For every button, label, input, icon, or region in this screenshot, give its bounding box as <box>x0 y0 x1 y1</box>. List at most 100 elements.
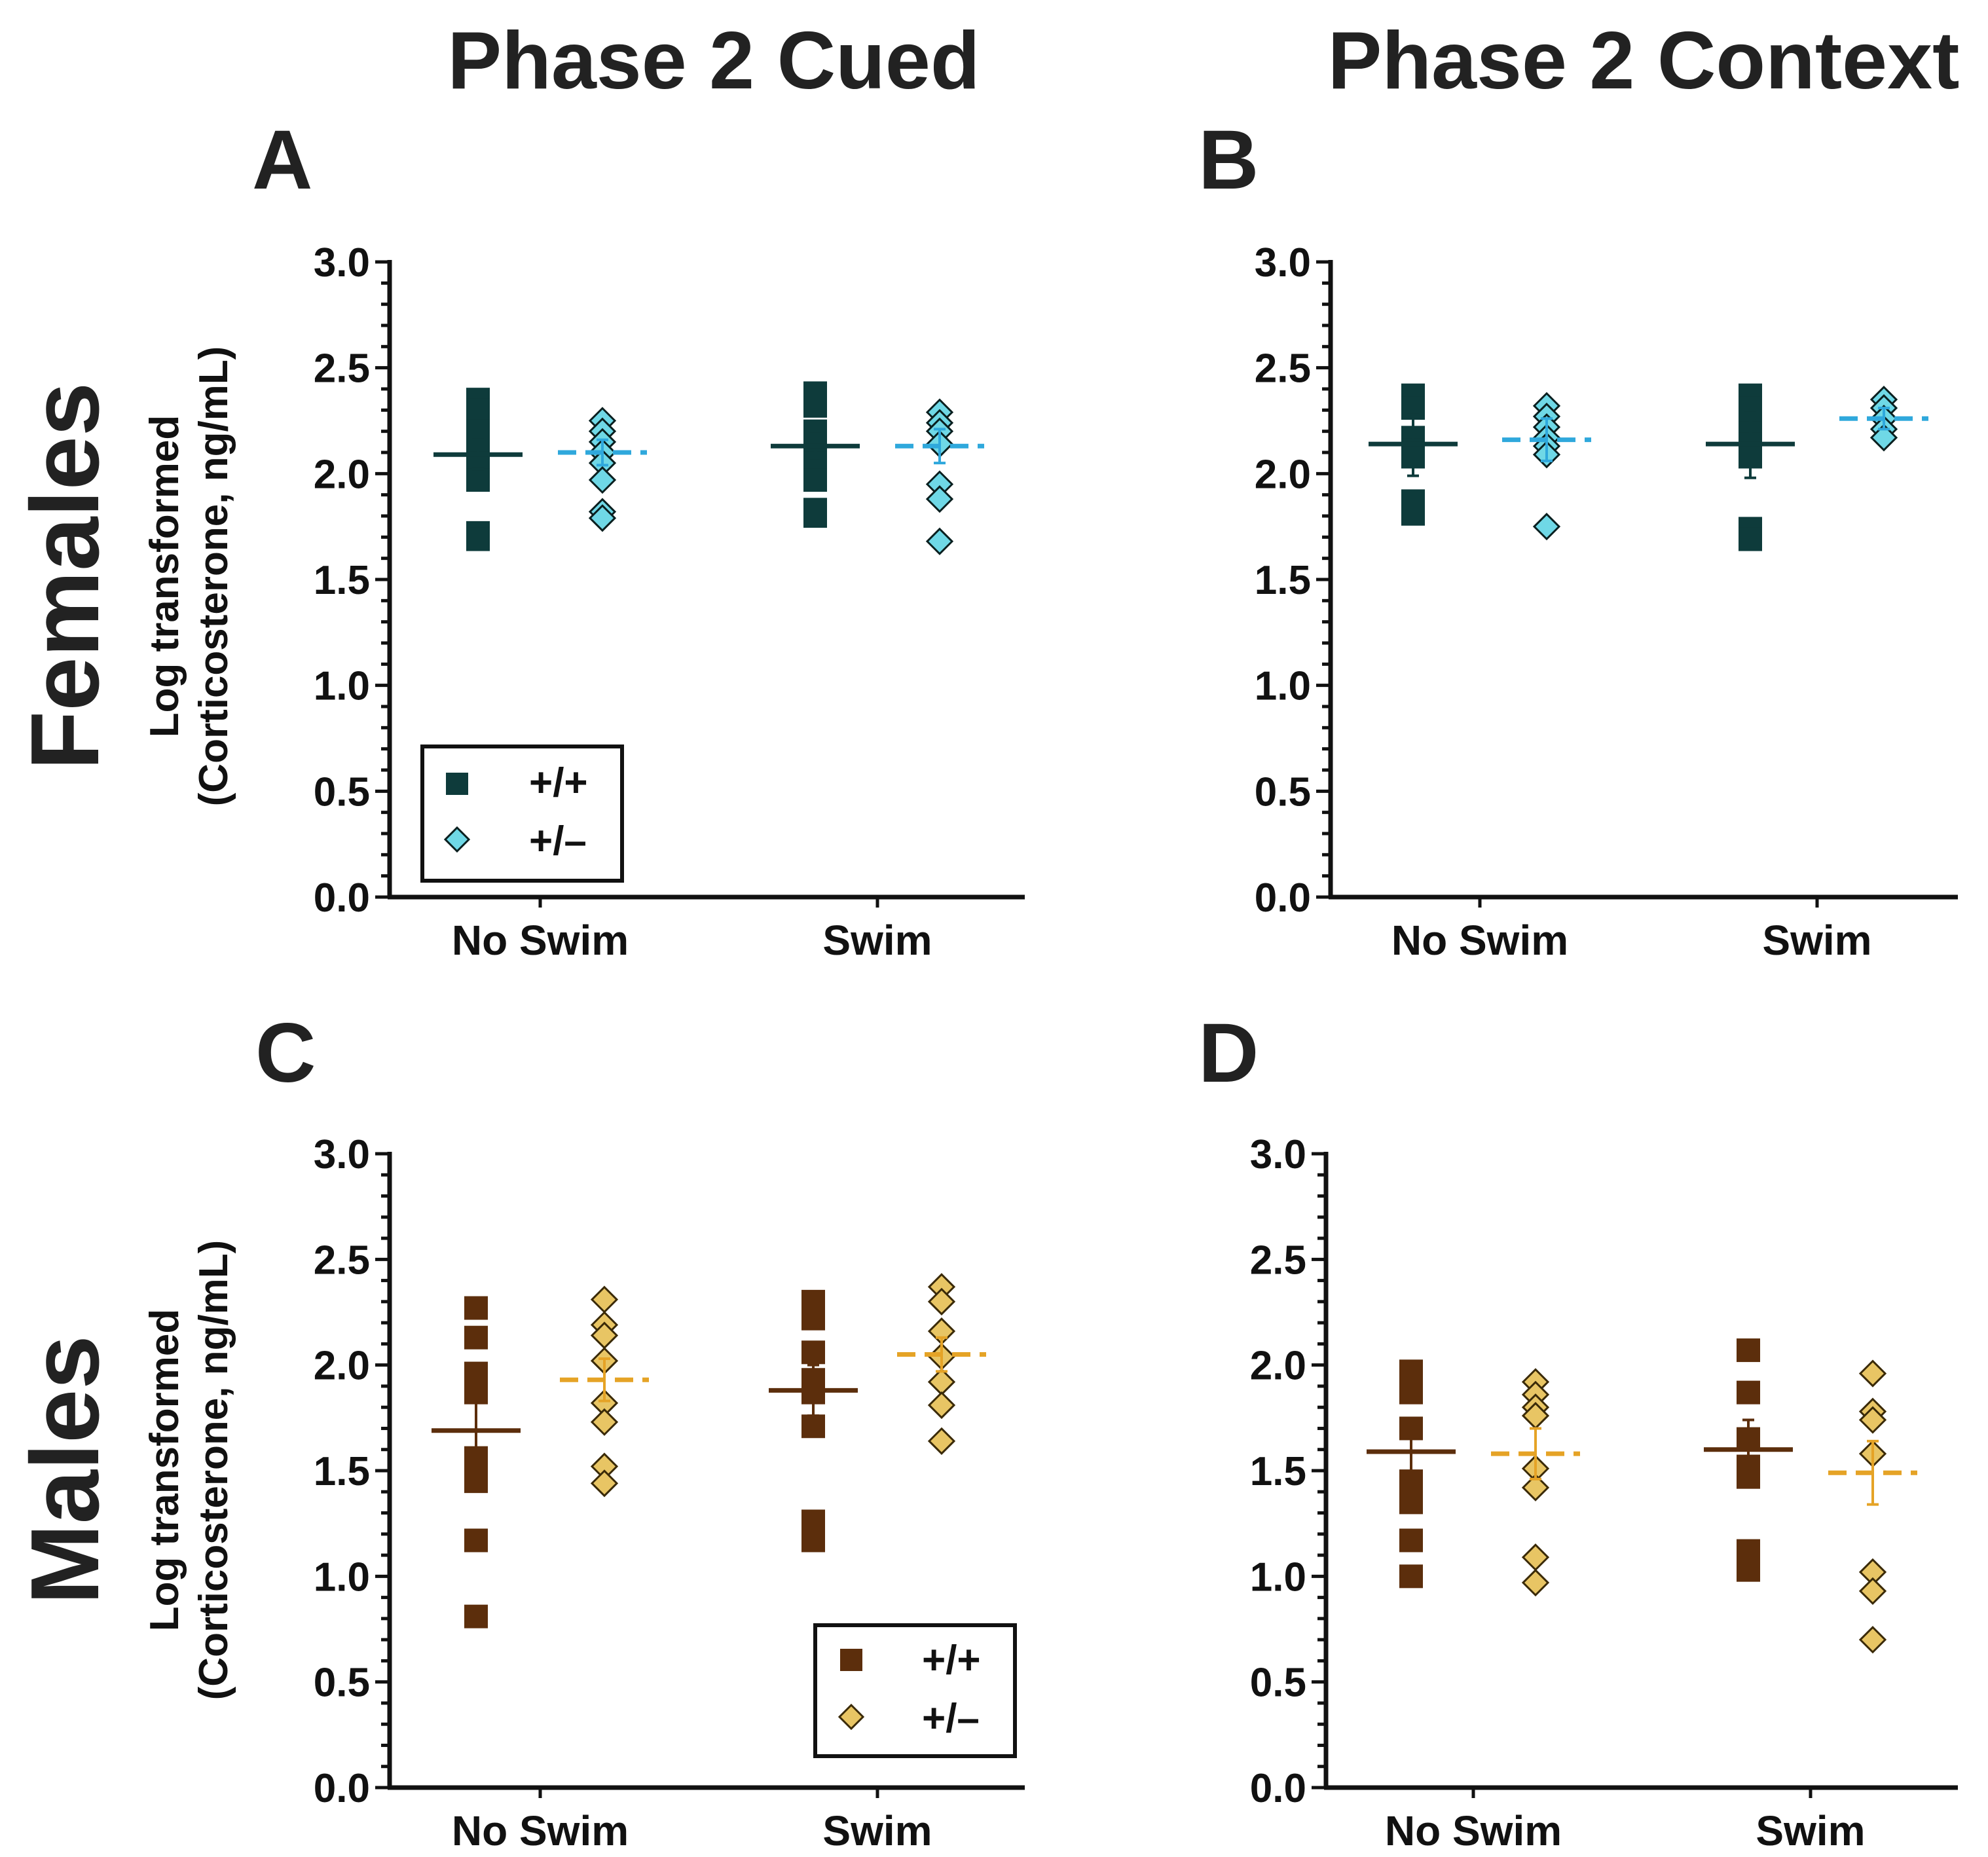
data-point-diamond <box>1858 1359 1887 1388</box>
legend-diamond-marker <box>443 826 471 853</box>
y-tick-label: 3.0 <box>314 1132 370 1177</box>
x-tick-label: No Swim <box>452 1807 629 1854</box>
y-tick-label: 0.5 <box>314 769 370 815</box>
data-point-diamond <box>590 1469 619 1498</box>
y-axis-label-line2: (Corticosterone, ng/mL) <box>191 1240 236 1701</box>
x-tick-label: Swim <box>1762 917 1871 964</box>
y-tick-label: 1.0 <box>314 664 370 709</box>
data-point-square <box>803 394 827 418</box>
y-tick-label: 3.0 <box>314 240 370 285</box>
data-point-diamond <box>927 1391 956 1420</box>
data-point-square <box>464 1528 488 1553</box>
y-tick-label: 1.5 <box>1250 1449 1306 1494</box>
data-point-square <box>464 1296 488 1320</box>
legend-label-het: +/– <box>529 818 587 864</box>
data-point-square <box>801 1528 825 1553</box>
panel-label-c: C <box>255 1006 316 1100</box>
data-point-diamond <box>1858 1626 1887 1654</box>
legend-box <box>420 745 624 883</box>
y-tick-label: 1.0 <box>314 1554 370 1600</box>
legend-square-marker <box>446 773 468 795</box>
data-point-square <box>1737 1558 1760 1582</box>
y-tick-label: 0.0 <box>1255 875 1311 921</box>
data-point-square <box>803 504 827 528</box>
y-tick-label: 0.0 <box>314 875 370 921</box>
y-tick-label: 2.5 <box>1255 346 1311 392</box>
x-tick-label: No Swim <box>452 917 629 964</box>
data-point-diamond <box>925 485 954 513</box>
data-point-diamond <box>1532 513 1561 541</box>
y-tick-label: 1.0 <box>1255 664 1311 709</box>
data-point-square <box>801 1414 825 1439</box>
y-axis-label-males: Log transformed (Corticosterone, ng/mL) <box>142 1240 236 1701</box>
data-point-square <box>1399 1380 1423 1405</box>
data-point-diamond <box>1858 1577 1887 1606</box>
y-tick-label: 0.0 <box>314 1766 370 1811</box>
legend-females: +/+ +/– <box>420 745 624 883</box>
legend-label-het: +/– <box>922 1696 980 1741</box>
data-point-square <box>1737 1380 1760 1405</box>
x-tick-label: No Swim <box>1385 1807 1562 1854</box>
data-point-diamond <box>1521 1568 1550 1597</box>
data-point-diamond <box>1858 1406 1887 1434</box>
legend-males: +/+ +/– <box>813 1623 1017 1758</box>
data-point-diamond <box>590 1285 619 1314</box>
y-tick-label: 2.5 <box>1250 1238 1306 1283</box>
data-point-square <box>801 1306 825 1331</box>
legend-box <box>813 1623 1017 1758</box>
y-tick-label: 2.0 <box>314 452 370 497</box>
data-point-square <box>1737 1338 1760 1363</box>
data-point-square <box>466 468 490 492</box>
x-tick-label: Swim <box>822 1807 932 1854</box>
x-tick-label: Swim <box>822 917 932 964</box>
data-point-diamond <box>927 1427 956 1455</box>
panel-label-d: D <box>1198 1006 1259 1100</box>
panel-a-chart: 0.0 0.5 1.0 1.5 2.0 2.5 3.0 No Swim Swim <box>314 240 1025 964</box>
data-point-diamond <box>1521 1543 1550 1572</box>
data-point-square <box>1401 502 1425 526</box>
panel-d-chart: 0.0 0.5 1.0 1.5 2.0 2.5 3.0 No Swim Swim <box>1250 1132 1958 1854</box>
y-tick-label: 0.5 <box>1250 1661 1306 1706</box>
y-axis-label-line1: Log transformed <box>142 415 187 738</box>
data-point-square <box>464 1325 488 1350</box>
panel-label-b: B <box>1198 113 1259 207</box>
data-point-square <box>1399 1490 1423 1515</box>
y-tick-label: 2.0 <box>1250 1344 1306 1389</box>
y-tick-label: 3.0 <box>1255 240 1311 285</box>
y-tick-label: 2.5 <box>314 346 370 392</box>
data-point-square <box>803 468 827 492</box>
data-point-square <box>464 1469 488 1494</box>
data-point-diamond <box>588 504 617 532</box>
data-point-square <box>1399 1564 1423 1589</box>
data-point-diamond <box>927 1368 956 1396</box>
legend-label-wt: +/+ <box>922 1638 981 1683</box>
data-point-diamond <box>927 1287 956 1315</box>
y-tick-label: 0.5 <box>1255 769 1311 815</box>
y-tick-label: 0.5 <box>314 1661 370 1706</box>
data-point-square <box>1399 1528 1423 1553</box>
y-axis-label-line2: (Corticosterone, ng/mL) <box>191 346 236 807</box>
y-axis-label-line1: Log transformed <box>142 1309 187 1632</box>
y-tick-label: 1.5 <box>314 558 370 603</box>
x-tick-label: No Swim <box>1391 917 1568 964</box>
y-tick-label: 1.5 <box>1255 558 1311 603</box>
x-tick-label: Swim <box>1756 1807 1865 1854</box>
row-title-males: Males <box>11 1335 119 1604</box>
data-point-diamond <box>1521 1473 1550 1501</box>
y-tick-label: 2.0 <box>1255 452 1311 497</box>
column-title-cued: Phase 2 Cued <box>447 16 980 106</box>
data-point-square <box>801 1340 825 1365</box>
panel-c-chart: 0.0 0.5 1.0 1.5 2.0 2.5 3.0 No Swim Swim <box>314 1132 1025 1854</box>
y-tick-label: 2.0 <box>314 1344 370 1389</box>
y-tick-label: 0.0 <box>1250 1766 1306 1811</box>
data-point-diamond <box>1869 424 1898 452</box>
data-point-square <box>466 527 490 551</box>
y-tick-label: 2.5 <box>314 1238 370 1283</box>
panel-label-a: A <box>252 113 312 207</box>
data-point-diamond <box>590 1408 619 1436</box>
y-tick-label: 3.0 <box>1250 1132 1306 1177</box>
data-point-diamond <box>588 466 617 494</box>
row-title-females: Females <box>11 382 119 770</box>
column-title-context: Phase 2 Context <box>1328 16 1960 106</box>
